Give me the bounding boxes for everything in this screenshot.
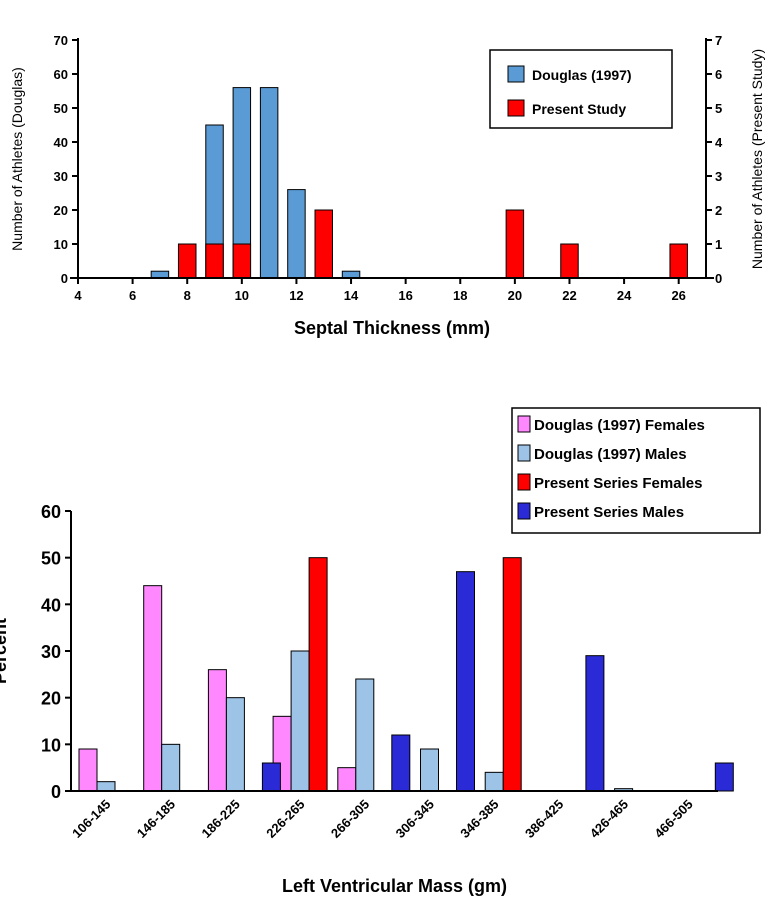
bar-series1-186-225 [225,697,245,792]
legend-swatch [517,444,531,462]
x-tick-label: 12 [289,288,303,303]
x-tick-label: 26 [671,288,685,303]
y-left-tick-label: 60 [54,67,68,82]
bar-present-8 [177,243,197,279]
x-axis-title: Left Ventricular Mass (gm) [282,876,507,896]
x-tick-label: 346-385 [457,797,501,841]
y-axis-title: Percent [0,618,10,684]
legend-swatch [507,99,525,117]
y-right-tick-label: 1 [715,237,722,252]
x-axis-title: Septal Thickness (mm) [294,318,490,338]
y-right-tick-label: 6 [715,67,722,82]
bar-series1-306-345 [420,748,439,792]
y-tick-label: 20 [41,689,61,709]
bar-series3-386-425 [585,655,605,792]
y-tick-label: 50 [41,549,61,569]
bar-douglas-14 [341,270,361,279]
bar-present-22 [560,243,579,279]
y-right-tick-label: 7 [715,33,722,48]
x-tick-label: 8 [184,288,191,303]
x-tick-label: 306-345 [393,797,437,841]
legend-swatch [507,65,525,83]
y-left-tick-label: 40 [54,135,68,150]
y-tick-label: 30 [41,642,61,662]
bar-present-9 [205,243,224,279]
y-right-tick-label: 4 [715,135,723,150]
x-tick-label: 4 [74,288,82,303]
legend-label: Present Series Females [534,475,702,492]
y-axis-title-left: Number of Athletes (Douglas) [9,67,25,251]
bar-series3-186-225 [261,762,281,792]
x-tick-label: 20 [508,288,522,303]
legend-label: Douglas (1997) Males [534,446,687,463]
y-right-tick-label: 5 [715,101,722,116]
x-tick-label: 186-225 [199,797,243,841]
x-tick-label: 426-465 [587,797,631,841]
y-right-tick-label: 0 [715,271,722,286]
y-right-tick-label: 3 [715,169,722,184]
x-tick-label: 22 [562,288,576,303]
x-tick-label: 18 [453,288,467,303]
x-tick-label: 466-505 [651,797,695,841]
legend-swatch [517,502,531,520]
x-tick-label: 16 [398,288,412,303]
y-left-tick-label: 20 [54,203,68,218]
legend-swatch [517,415,531,433]
y-tick-label: 60 [41,502,61,522]
y-left-tick-label: 30 [54,169,68,184]
bar-series1-266-305 [355,678,375,792]
x-tick-label: 6 [129,288,136,303]
bar-series3-466-505 [714,762,734,792]
y-right-tick-label: 2 [715,203,722,218]
bar-douglas-11 [259,87,279,279]
bar-series0-266-305 [337,767,357,792]
bar-series3-266-305 [391,734,411,792]
x-tick-label: 24 [617,288,632,303]
y-left-tick-label: 50 [54,101,68,116]
legend-label: Douglas (1997) [532,67,632,83]
bar-series1-106-145 [96,781,116,792]
y-tick-label: 0 [51,782,61,802]
bar-series0-146-185 [143,585,163,792]
bar-series1-226-265 [290,650,310,792]
bar-series1-146-185 [161,743,181,792]
bar-present-13 [314,209,333,279]
y-tick-label: 10 [41,735,61,755]
bar-series0-186-225 [207,669,227,792]
legend-label: Present Series Males [534,504,684,521]
legend-box [511,407,761,534]
legend-swatch [517,473,531,491]
y-left-tick-label: 70 [54,33,68,48]
legend-label: Douglas (1997) Females [534,417,705,434]
legend-label: Present Study [532,101,626,117]
x-tick-label: 226-265 [263,797,307,841]
y-tick-label: 40 [41,595,61,615]
y-axis-title-right: Number of Athletes (Present Study) [749,49,765,269]
bar-douglas-7 [150,270,170,279]
x-tick-label: 146-185 [134,797,178,841]
x-tick-label: 14 [344,288,359,303]
x-tick-label: 266-305 [328,797,372,841]
bar-series2-346-385 [502,557,522,792]
bar-present-26 [669,243,688,279]
x-tick-label: 386-425 [522,797,566,841]
y-left-tick-label: 10 [54,237,68,252]
bar-series1-346-385 [484,771,504,792]
bar-series2-226-265 [308,557,328,792]
bar-present-20 [505,209,525,279]
y-left-tick-label: 0 [61,271,68,286]
x-tick-label: 10 [235,288,249,303]
bar-series3-306-345 [456,571,475,792]
x-tick-label: 106-145 [69,797,113,841]
bar-present-10 [232,243,252,279]
bar-douglas-12 [287,189,306,279]
bar-series0-106-145 [78,748,98,792]
